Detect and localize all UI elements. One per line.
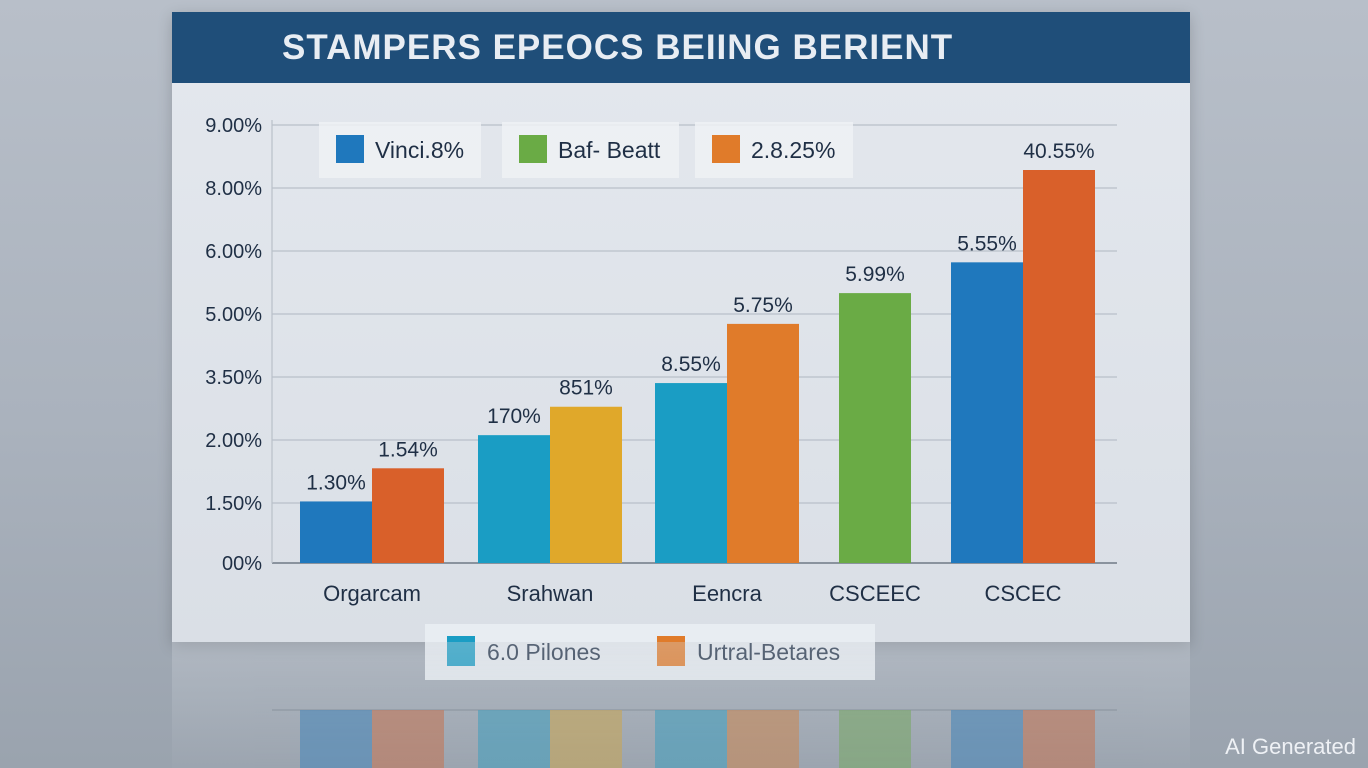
legend-swatch bbox=[712, 135, 740, 163]
x-category-label: Eencra bbox=[692, 581, 762, 606]
legend-label: 2.8.25% bbox=[751, 137, 835, 163]
y-tick-label: 2.00% bbox=[205, 430, 262, 452]
watermark: AI Generated bbox=[1225, 734, 1356, 759]
bar bbox=[1023, 170, 1095, 563]
legend-label: Baf- Beatt bbox=[558, 137, 661, 163]
y-tick-label: 9.00% bbox=[205, 115, 262, 137]
x-category-label: Srahwan bbox=[507, 581, 594, 606]
x-category-label: Orgarcam bbox=[323, 581, 421, 606]
reflection-bar bbox=[727, 710, 799, 768]
y-tick-label: 3.50% bbox=[205, 367, 262, 389]
bar bbox=[300, 501, 372, 563]
legend-swatch bbox=[447, 636, 475, 666]
bar-value-label: 170% bbox=[487, 405, 541, 428]
reflection-bar bbox=[839, 710, 911, 768]
y-tick-label: 5.00% bbox=[205, 304, 262, 326]
bar bbox=[951, 262, 1023, 563]
legend-swatch bbox=[657, 636, 685, 666]
chart-card: STAMPERS EPEOCS BEIING BERIENT 00% 1.50% 2… bbox=[172, 12, 1190, 680]
reflection-bar bbox=[1023, 710, 1095, 768]
bar-value-label: 8.55% bbox=[661, 353, 721, 376]
reflection-bar bbox=[951, 710, 1023, 768]
bar bbox=[372, 468, 444, 563]
bar-value-label: 851% bbox=[559, 377, 613, 400]
bottom-legend: 6.0 Pilones Urtral-Betares bbox=[425, 624, 875, 680]
reflection bbox=[172, 642, 1190, 768]
bar bbox=[550, 406, 622, 563]
bar-value-label: 5.55% bbox=[957, 232, 1017, 255]
reflection-bar bbox=[478, 710, 550, 768]
reflection-chart bbox=[272, 709, 1117, 768]
y-tick-label: 6.00% bbox=[205, 241, 262, 263]
bar-value-label: 1.54% bbox=[378, 438, 438, 461]
reflection-bar bbox=[655, 710, 727, 768]
x-category-label: CSCEC bbox=[984, 581, 1061, 606]
legend-label: 6.0 Pilones bbox=[487, 639, 601, 665]
bar-value-label: 1.30% bbox=[306, 471, 366, 494]
bar bbox=[839, 293, 911, 563]
y-tick-label: 00% bbox=[222, 553, 262, 575]
bar-value-label: 40.55% bbox=[1023, 140, 1094, 163]
title-bar: STAMPERS EPEOCS BEIING BERIENT bbox=[172, 12, 1190, 83]
legend-label: Urtral-Betares bbox=[697, 639, 840, 665]
y-tick-label: 1.50% bbox=[205, 493, 262, 515]
bar-value-label: 5.75% bbox=[733, 294, 793, 317]
bar bbox=[478, 435, 550, 563]
y-tick-label: 8.00% bbox=[205, 178, 262, 200]
bottom-legend-box bbox=[425, 624, 875, 680]
bar bbox=[727, 323, 799, 563]
reflection-bar bbox=[300, 710, 372, 768]
bar-chart: 00% 1.50% 2.00% 3.50% 5.00% 6.00% 8.00% 9.00% Vi… bbox=[205, 115, 1117, 680]
chart-title: STAMPERS EPEOCS BEIING BERIENT bbox=[282, 28, 954, 67]
bar-value-label: 5.99% bbox=[845, 263, 905, 286]
reflection-bar bbox=[550, 710, 622, 768]
bar bbox=[655, 383, 727, 563]
x-category-label: CSCEEC bbox=[829, 581, 921, 606]
legend-swatch bbox=[336, 135, 364, 163]
reflection-bar bbox=[372, 710, 444, 768]
legend-swatch bbox=[519, 135, 547, 163]
legend-label: Vinci.8% bbox=[375, 137, 464, 163]
